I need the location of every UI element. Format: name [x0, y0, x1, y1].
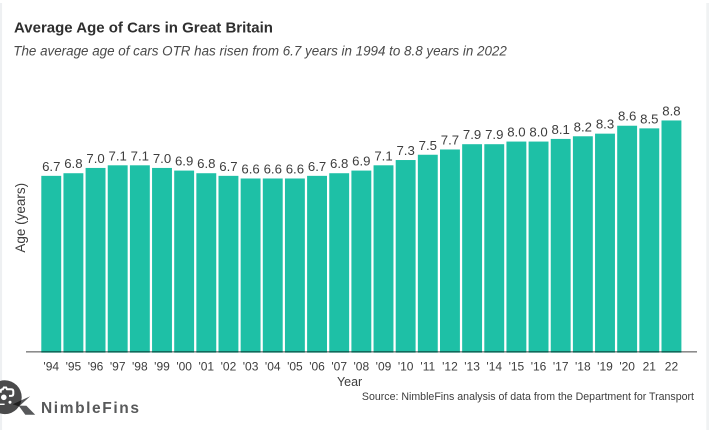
svg-text:'16: '16	[531, 359, 547, 373]
svg-text:6.8: 6.8	[64, 156, 82, 171]
svg-text:6.6: 6.6	[241, 161, 259, 176]
svg-text:8.0: 8.0	[529, 125, 547, 140]
svg-text:6.9: 6.9	[352, 154, 370, 169]
svg-text:'96: '96	[88, 359, 104, 373]
svg-text:'13: '13	[464, 359, 480, 373]
svg-text:Source: NimbleFins analysis of: Source: NimbleFins analysis of data from…	[362, 391, 694, 403]
svg-text:6.7: 6.7	[42, 159, 60, 174]
svg-text:7.1: 7.1	[109, 148, 127, 163]
svg-text:7.9: 7.9	[485, 127, 503, 142]
svg-text:'17: '17	[553, 359, 569, 373]
svg-text:7.3: 7.3	[396, 143, 414, 158]
svg-text:'01: '01	[198, 359, 214, 373]
svg-text:'98: '98	[132, 359, 148, 373]
svg-text:7.9: 7.9	[463, 127, 481, 142]
svg-text:'94: '94	[43, 359, 59, 373]
svg-text:'02: '02	[221, 359, 237, 373]
svg-text:8.2: 8.2	[574, 119, 592, 134]
svg-text:6.8: 6.8	[197, 156, 215, 171]
svg-text:'04: '04	[265, 359, 281, 373]
svg-text:Age (years): Age (years)	[13, 183, 28, 253]
svg-text:7.1: 7.1	[131, 148, 149, 163]
svg-text:6.7: 6.7	[308, 159, 326, 174]
svg-text:7.0: 7.0	[86, 151, 104, 166]
svg-text:The average age of cars OTR ha: The average age of cars OTR has risen fr…	[13, 43, 507, 58]
svg-text:6.9: 6.9	[175, 154, 193, 169]
svg-text:22: 22	[665, 359, 679, 373]
svg-text:8.5: 8.5	[640, 111, 658, 126]
svg-text:6.8: 6.8	[330, 156, 348, 171]
svg-text:NimbleFins: NimbleFins	[41, 400, 141, 417]
svg-text:'03: '03	[243, 359, 259, 373]
svg-text:8.0: 8.0	[507, 125, 525, 140]
svg-text:Year: Year	[337, 375, 362, 389]
svg-text:21: 21	[643, 359, 657, 373]
svg-text:7.1: 7.1	[374, 148, 392, 163]
svg-text:'97: '97	[110, 359, 126, 373]
svg-text:8.6: 8.6	[618, 109, 636, 124]
svg-text:Average Age of Cars in Great B: Average Age of Cars in Great Britain	[14, 20, 273, 37]
svg-text:6.6: 6.6	[286, 161, 304, 176]
svg-text:8.3: 8.3	[596, 117, 614, 132]
svg-text:'15: '15	[509, 359, 525, 373]
svg-text:6.7: 6.7	[219, 159, 237, 174]
svg-text:6.6: 6.6	[264, 161, 282, 176]
svg-text:'99: '99	[154, 359, 170, 373]
svg-text:'11: '11	[420, 359, 435, 373]
svg-text:'10: '10	[398, 359, 414, 373]
svg-text:'14: '14	[486, 359, 502, 373]
svg-text:'12: '12	[442, 359, 458, 373]
svg-text:7.5: 7.5	[419, 138, 437, 153]
svg-text:7.0: 7.0	[153, 151, 171, 166]
svg-text:'18: '18	[575, 359, 591, 373]
svg-text:'95: '95	[66, 359, 82, 373]
svg-text:'20: '20	[619, 359, 635, 373]
svg-text:'09: '09	[376, 359, 392, 373]
svg-text:'08: '08	[354, 359, 370, 373]
svg-text:'00: '00	[176, 359, 192, 373]
svg-text:'06: '06	[309, 359, 325, 373]
svg-text:7.7: 7.7	[441, 132, 459, 147]
svg-text:'19: '19	[597, 359, 613, 373]
svg-text:8.8: 8.8	[662, 103, 680, 118]
svg-text:'05: '05	[287, 359, 303, 373]
svg-text:8.1: 8.1	[552, 122, 570, 137]
svg-text:'07: '07	[331, 359, 347, 373]
